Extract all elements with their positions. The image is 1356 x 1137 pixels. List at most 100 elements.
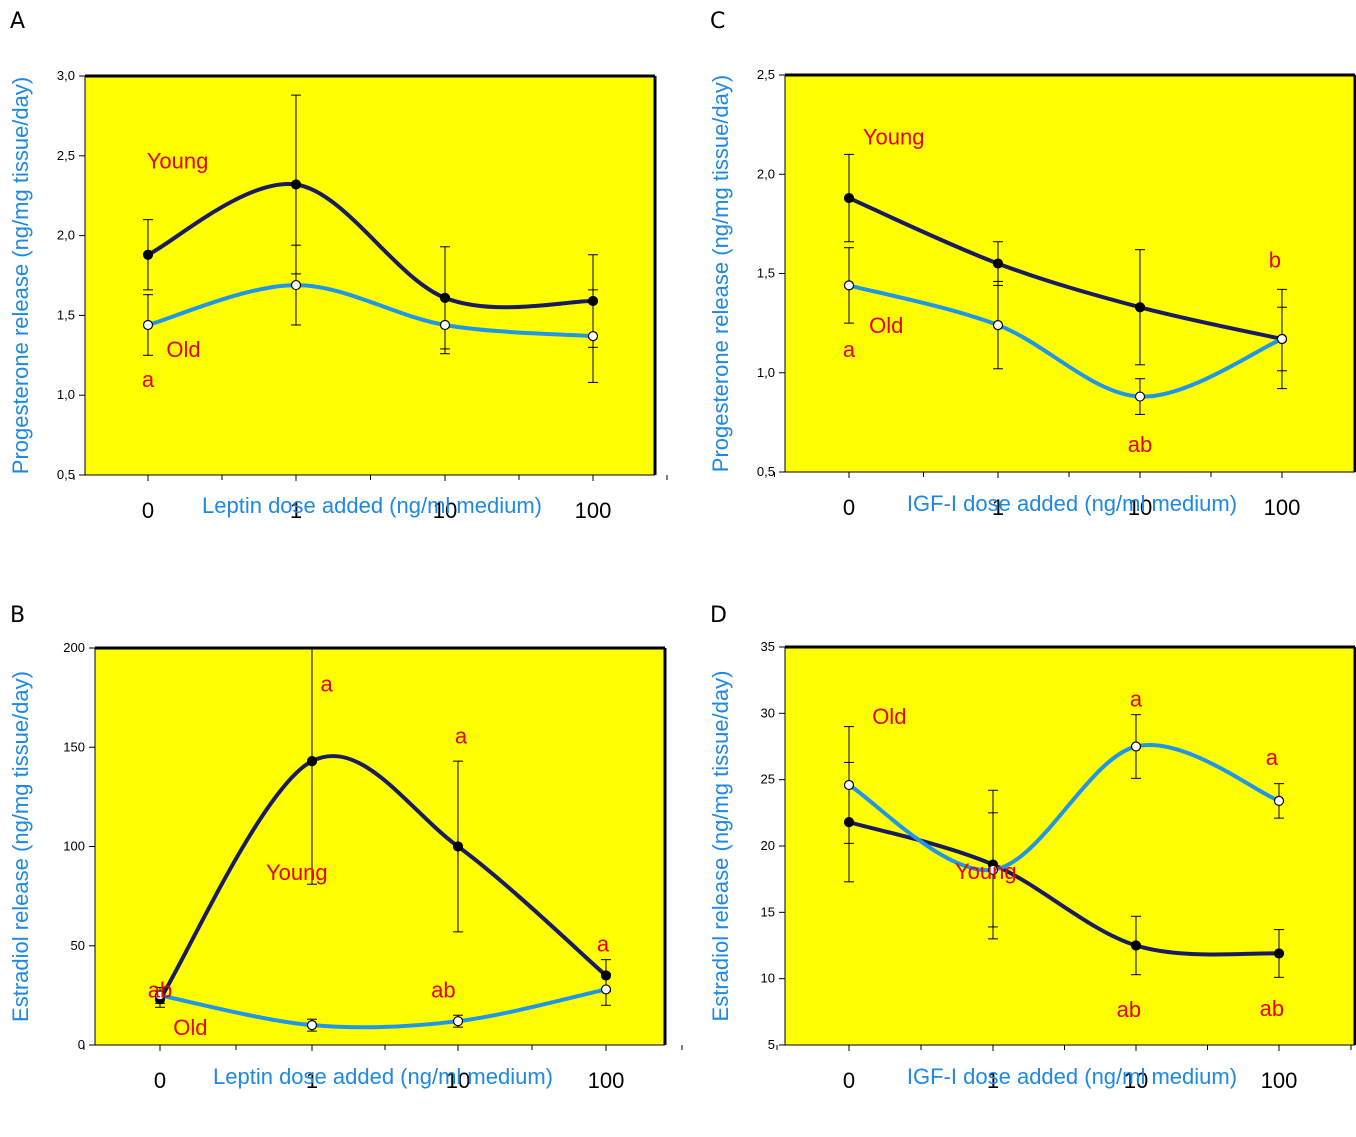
series-old <box>154 973 612 1032</box>
data-point <box>142 249 154 260</box>
plot-area <box>95 648 665 1045</box>
y-axis-title: Estradiol release (ng/mg tissue/day) <box>8 671 33 1022</box>
series-line <box>158 753 608 1001</box>
y-tick-label: 2,5 <box>57 148 75 163</box>
panel-letter: D <box>710 603 727 628</box>
annotation-label: b <box>1269 248 1281 273</box>
data-point <box>439 319 451 331</box>
y-axis-title: Progesterone release (ng/mg tissue/day) <box>8 77 33 474</box>
x-axis-title: Leptin dose added (ng/ml medium) <box>213 1064 553 1089</box>
series-young <box>843 761 1285 978</box>
x-tick-label: 0 <box>843 1068 855 1093</box>
data-point <box>1134 391 1146 402</box>
data-point <box>600 984 612 995</box>
plot-area <box>785 75 1355 472</box>
data-point <box>1134 302 1146 313</box>
annotation-label: ab <box>1128 432 1152 457</box>
x-tick-label: 1 <box>306 1068 318 1093</box>
data-point <box>154 990 166 1001</box>
y-tick-label: 25 <box>761 772 775 787</box>
data-point <box>1273 795 1285 806</box>
data-point <box>306 1020 318 1031</box>
annotation-label: Old <box>166 337 200 362</box>
panel-letter: B <box>10 603 25 628</box>
y-tick-label: 10 <box>761 971 775 986</box>
series-line <box>848 283 1283 399</box>
x-tick-label: 1 <box>987 1068 999 1093</box>
chart-panel-d: D 5 10 15 20 25 30 35 0 1 10 100 IGF-I dose added (n… <box>708 603 1356 1093</box>
series-line <box>848 820 1280 957</box>
data-point <box>452 841 464 852</box>
annotation-label: Young <box>955 859 1017 884</box>
x-tick-label: 100 <box>575 498 612 523</box>
y-tick-label: 2,5 <box>757 67 775 82</box>
y-tick-label: 1,5 <box>757 266 775 281</box>
data-point <box>452 1016 464 1027</box>
y-axis-title: Estradiol release (ng/mg tissue/day) <box>708 671 733 1022</box>
y-tick-label: 35 <box>761 639 775 654</box>
x-tick-label: 1 <box>992 495 1004 520</box>
x-tick-label: 0 <box>154 1068 166 1093</box>
x-tick-label: 10 <box>1124 1068 1148 1093</box>
x-tick-label: 100 <box>1261 1068 1298 1093</box>
data-point <box>843 192 855 204</box>
annotation-label: Old <box>869 313 903 338</box>
y-tick-label: 200 <box>63 640 85 655</box>
annotation-label: Young <box>863 124 925 149</box>
data-point <box>142 319 154 331</box>
annotation-label: Old <box>173 1015 207 1040</box>
annotation-label: a <box>1130 687 1143 712</box>
panel-letter: C <box>710 9 725 34</box>
chart-panel-b: B 0 50 100 150 200 0 1 10 100 Leptin dose added (n… <box>8 603 683 1093</box>
y-tick-label: 150 <box>63 739 85 754</box>
plot-area <box>85 76 655 475</box>
panel-letter: A <box>10 9 25 34</box>
series-old <box>843 714 1285 928</box>
x-tick-label: 10 <box>433 498 457 523</box>
x-tick-label: 0 <box>142 498 154 523</box>
data-point <box>1276 333 1288 345</box>
chart-panel-c: C 0,5 1,0 1,5 2,0 2,5 0 1 10 100 IGF-I dose added … <box>708 9 1356 520</box>
data-point <box>290 179 302 190</box>
y-tick-label: 2,0 <box>757 166 775 181</box>
y-axis-title: Progesterone release (ng/mg tissue/day) <box>708 75 733 472</box>
x-tick-label: 10 <box>1128 495 1152 520</box>
x-axis-title: IGF-I dose added (ng/ml medium) <box>907 491 1237 516</box>
annotation-label: ab <box>148 977 172 1002</box>
data-point <box>306 756 318 767</box>
data-point <box>1273 948 1285 959</box>
x-tick-label: 100 <box>588 1068 625 1093</box>
y-tick-label: 1,0 <box>757 365 775 380</box>
data-point <box>1130 741 1142 752</box>
y-tick-label: 100 <box>63 839 85 854</box>
annotation-label: ab <box>1260 996 1284 1021</box>
annotation-label: ab <box>1117 997 1141 1022</box>
data-point <box>987 864 999 875</box>
series-line <box>147 182 594 310</box>
y-tick-label: 0,5 <box>57 467 75 482</box>
y-tick-label: 1,0 <box>57 387 75 402</box>
y-tick-label: 20 <box>761 838 775 853</box>
annotation-label: a <box>843 337 856 362</box>
series-line <box>159 987 607 1030</box>
series-old <box>142 244 599 383</box>
x-tick-label: 100 <box>1264 495 1301 520</box>
x-tick-label: 1 <box>290 498 302 523</box>
y-tick-label: 50 <box>71 938 85 953</box>
data-point <box>1130 940 1142 951</box>
data-point <box>992 320 1004 331</box>
x-axis-title: Leptin dose added (ng/ml medium) <box>202 493 542 518</box>
data-point <box>843 779 855 791</box>
y-tick-label: 15 <box>761 904 775 919</box>
annotation-label: Young <box>266 860 328 885</box>
x-tick-label: 0 <box>843 495 855 520</box>
x-axis-title: IGF-I dose added (ng/ml medium) <box>907 1064 1237 1089</box>
y-tick-label: 30 <box>761 705 775 720</box>
data-point <box>290 279 302 291</box>
data-point <box>843 280 855 291</box>
series-line <box>847 743 1280 873</box>
y-tick-label: 1,5 <box>57 307 75 322</box>
series-line <box>147 283 594 339</box>
data-point <box>992 258 1004 269</box>
